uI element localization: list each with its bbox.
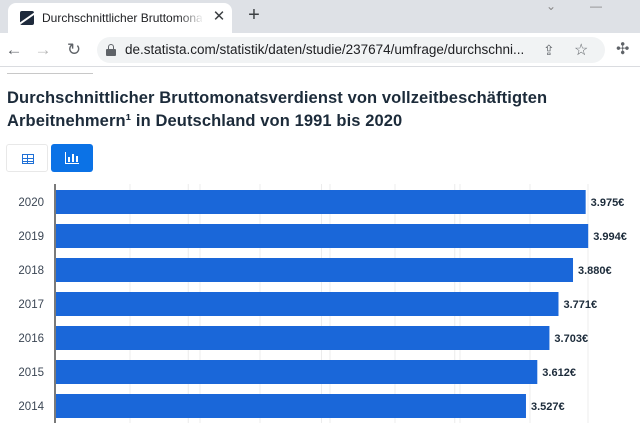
data-label: 3.975€ [591,197,625,209]
bar [56,360,538,384]
address-toolbar: ← → ↻ de.statista.com/statistik/daten/st… [0,33,640,67]
tick-label: 2015 [18,367,44,379]
bar [56,326,550,350]
minimize-icon[interactable]: — [590,0,602,13]
data-label: 3.994€ [593,231,627,243]
bar [56,258,574,282]
tab-search-chevron-icon[interactable]: ⌄ [546,0,557,13]
back-arrow-icon[interactable]: ← [5,40,23,59]
statista-favicon-icon [20,11,34,25]
tick-label: 2017 [18,299,44,311]
bar [56,394,526,418]
tick-label: 2016 [18,333,44,345]
page-title: Durchschnittlicher Bruttomonatsverdienst… [7,89,548,130]
bookmark-star-icon[interactable]: ☆ [574,42,589,59]
bar [56,224,589,248]
tab-title: Durchschnittlicher Bruttomonatsverdienst [42,11,202,25]
lock-icon[interactable] [106,44,116,56]
data-label: 3.612€ [542,367,576,379]
data-label: 3.703€ [554,333,588,345]
tick-label: 2014 [18,401,44,413]
browser-tab[interactable]: Durchschnittlicher Bruttomonatsverdienst… [8,3,232,33]
data-label: 3.527€ [531,401,565,413]
data-label: 3.880€ [578,265,612,277]
bar-chart-icon [65,152,79,164]
extensions-puzzle-icon[interactable]: ✣ [616,41,630,58]
chart-view-button[interactable] [51,144,93,172]
table-view-button[interactable] [6,144,48,172]
tab-strip: Durchschnittlicher Bruttomonatsverdienst… [0,0,640,33]
data-label: 3.771€ [563,299,597,311]
bar [56,292,559,316]
forward-arrow-icon[interactable]: → [34,40,52,59]
address-bar[interactable]: de.statista.com/statistik/daten/studie/2… [97,37,605,63]
bar-chart: 2020 3.975€ 2019 3.994€ 2018 3.880€ 2017 3.771€… [0,184,640,423]
tick-label: 2018 [18,265,44,277]
tab-close-icon[interactable]: ✕ [212,8,226,25]
new-tab-button[interactable]: + [248,4,260,26]
chart-svg: 2020 3.975€ 2019 3.994€ 2018 3.880€ 2017 3.771€… [18,184,627,423]
table-icon [22,154,34,164]
share-icon[interactable]: ⇪ [543,42,555,58]
divider [7,73,93,74]
url-text[interactable]: de.statista.com/statistik/daten/studie/2… [125,42,525,57]
bar [56,190,586,214]
reload-icon[interactable]: ↻ [66,40,82,59]
tick-label: 2020 [18,197,44,209]
tick-label: 2019 [18,231,44,243]
